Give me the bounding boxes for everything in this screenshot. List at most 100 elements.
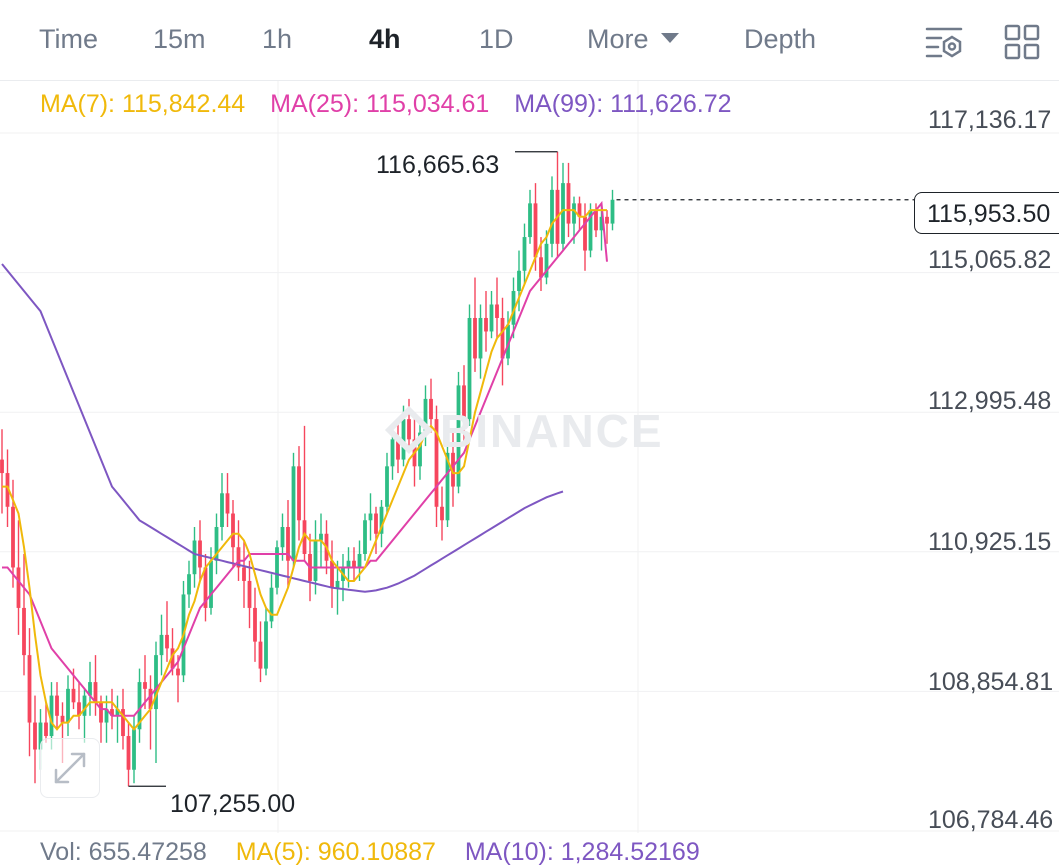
- candle-body: [346, 560, 351, 568]
- candle-body: [159, 634, 164, 656]
- binance-logo-icon: [384, 405, 434, 455]
- candle-body: [522, 237, 527, 271]
- candle-body: [429, 398, 433, 420]
- candle-body: [352, 560, 356, 568]
- binance-watermark: BINANCE: [384, 404, 664, 458]
- candle-body: [401, 419, 406, 460]
- tab-1d[interactable]: 1D: [479, 24, 514, 54]
- chart-settings-icon[interactable]: [924, 22, 964, 62]
- candle-body: [385, 466, 389, 507]
- candle-body: [484, 317, 488, 332]
- candle-body: [170, 648, 175, 669]
- expand-arrows-icon: [54, 752, 86, 784]
- candle-body: [269, 587, 274, 622]
- candle-body: [0, 459, 4, 474]
- tab-4h[interactable]: 4h: [369, 24, 401, 54]
- candle-body: [517, 270, 521, 292]
- candle-body: [330, 560, 334, 588]
- candle-body: [302, 520, 307, 554]
- tab-time[interactable]: Time: [39, 24, 98, 54]
- candle-body: [71, 688, 76, 703]
- price-axis-label: 106,784.46: [928, 806, 1054, 834]
- ma99-line: [1, 263, 564, 593]
- candle-body: [577, 203, 582, 217]
- candle-body: [286, 527, 290, 561]
- candle-body: [335, 580, 340, 588]
- candle-body: [280, 527, 285, 548]
- price-axis-label: 115,065.82: [928, 246, 1052, 274]
- candle-body: [104, 709, 109, 723]
- candle-body: [418, 432, 422, 467]
- candle-body: [192, 540, 197, 575]
- current-price-tag: 115,953.50: [914, 192, 1059, 234]
- candle-body: [610, 199, 615, 224]
- candle-body: [88, 682, 92, 696]
- tab-depth[interactable]: Depth: [744, 24, 817, 54]
- caret-down-icon: [660, 32, 679, 43]
- tab-15m[interactable]: 15m: [153, 24, 206, 54]
- candle-body: [231, 513, 235, 548]
- candle-body: [33, 722, 37, 750]
- tab-1h[interactable]: 1h: [262, 24, 293, 54]
- volume-ma10: MA(10): 1,284.52169: [464, 838, 700, 866]
- candle-body: [253, 607, 257, 642]
- ma7-value: MA(7): 115,842.44: [40, 90, 246, 118]
- candle-body: [176, 668, 180, 676]
- candle-body: [115, 709, 120, 716]
- candle-body: [423, 398, 428, 433]
- tab-more[interactable]: More: [587, 24, 679, 55]
- candle-body: [533, 203, 538, 258]
- candle-body: [445, 452, 450, 521]
- candle-body: [379, 506, 384, 534]
- candle-body: [5, 473, 10, 507]
- candle-body: [258, 641, 263, 669]
- candle-body: [539, 257, 543, 278]
- candle-body: [291, 466, 296, 561]
- candle-body: [297, 466, 301, 521]
- candle-body: [583, 216, 587, 251]
- candle-body: [242, 567, 246, 581]
- price-axis-label: 108,854.81: [928, 668, 1054, 696]
- candle-body: [44, 722, 48, 737]
- candle-body: [489, 304, 494, 332]
- candle-body: [434, 419, 439, 507]
- candle-body: [55, 695, 59, 716]
- candle-body: [588, 210, 593, 251]
- candle-body: [82, 695, 87, 716]
- candle-body: [363, 520, 367, 554]
- candle-body: [374, 513, 378, 534]
- grid-layout-icon[interactable]: [1002, 22, 1042, 62]
- candle-body: [451, 452, 455, 487]
- candlestick-chart[interactable]: [0, 81, 1059, 833]
- candle-body: [143, 682, 147, 689]
- candle-body: [132, 729, 136, 770]
- candle-body: [60, 715, 65, 723]
- candle-body: [544, 243, 549, 278]
- candle-body: [357, 553, 362, 568]
- candle-body: [495, 304, 499, 318]
- ma7-line: [2, 209, 607, 731]
- candle-body: [550, 189, 554, 244]
- candle-body: [22, 607, 26, 656]
- candle-body: [456, 385, 461, 487]
- low-price-marker: 107,255.00: [170, 790, 296, 818]
- price-axis-label: 117,136.17: [928, 106, 1052, 134]
- candle-body: [500, 317, 505, 359]
- candle-body: [77, 702, 81, 716]
- candle-body: [203, 567, 208, 608]
- candle-body: [368, 513, 373, 521]
- ma-legend: MA(7): 115,842.44 MA(25): 115,034.61 MA(…: [40, 90, 750, 119]
- candle-body: [528, 203, 532, 238]
- expand-chart-button[interactable]: [40, 738, 100, 798]
- candle-body: [566, 183, 571, 224]
- candle-body: [478, 317, 483, 359]
- candle-body: [511, 291, 516, 325]
- ma99-value: MA(99): 111,626.72: [514, 90, 732, 118]
- tab-more-label: More: [587, 24, 649, 54]
- candle-body: [165, 634, 169, 649]
- ma25-value: MA(25): 115,034.61: [270, 90, 490, 118]
- candle-body: [264, 621, 268, 669]
- price-axis-label: 112,995.48: [928, 387, 1052, 415]
- candle-body: [407, 419, 411, 440]
- candle-body: [225, 493, 230, 514]
